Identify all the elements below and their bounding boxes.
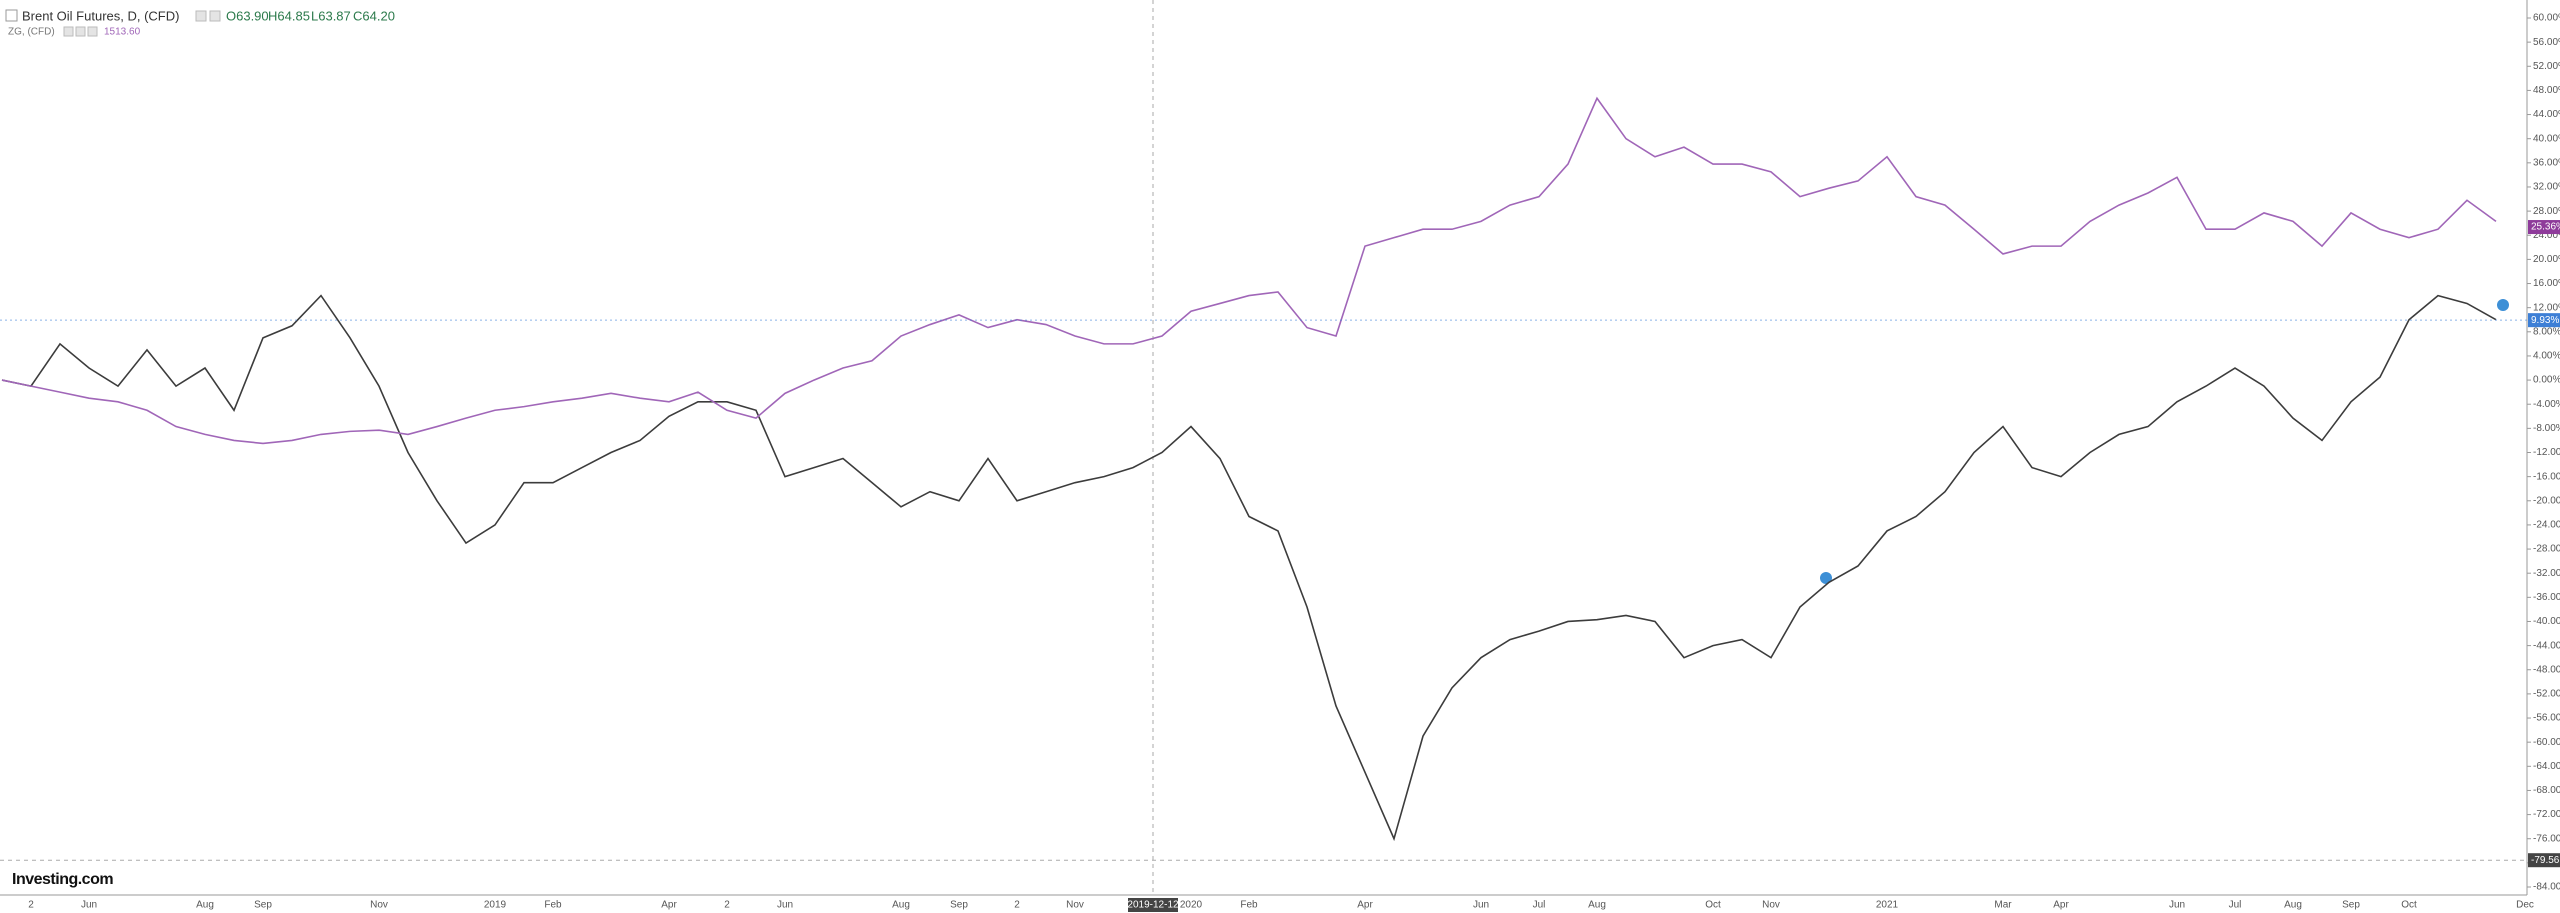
low: L63.87: [311, 8, 351, 23]
series-line: [1, 294, 2497, 842]
open: O63.90: [226, 8, 269, 23]
close: C64.20: [353, 8, 395, 23]
x-tick-label: Apr: [661, 900, 677, 911]
y-tick-label: -16.00%: [2533, 471, 2560, 482]
x-tick-label: Nov: [1066, 900, 1084, 911]
x-tick-label: 2020: [1180, 900, 1203, 911]
x-tick-label: Sep: [950, 900, 968, 911]
y-tick-label: 36.00%: [2533, 157, 2560, 168]
last-value-label: 25.36%: [2531, 222, 2560, 233]
logo: Investing.com: [12, 871, 113, 888]
last-value-badge: [2528, 313, 2560, 328]
x-tick-label: Apr: [2053, 900, 2069, 911]
y-tick-label: 44.00%: [2533, 109, 2560, 120]
y-tick-label: -56.00%: [2533, 713, 2560, 724]
x-tick-label: Feb: [1240, 900, 1258, 911]
y-tick-label: 56.00%: [2533, 37, 2560, 48]
y-tick-label: -40.00%: [2533, 616, 2560, 627]
x-tick-label: Jul: [1533, 900, 1546, 911]
icon[interactable]: [75, 26, 86, 37]
y-tick-label: 28.00%: [2533, 206, 2560, 217]
series-line: [1, 96, 2497, 445]
x-tick-label: Dec: [2516, 900, 2534, 911]
x-tick-label: 2: [28, 900, 34, 911]
x-tick-label: Oct: [1705, 900, 1721, 911]
compare-value: 1513.60: [104, 27, 141, 38]
y-tick-label: 8.00%: [2533, 326, 2560, 337]
x-tick-label: Jun: [1473, 900, 1489, 911]
y-tick-label: -32.00%: [2533, 568, 2560, 579]
x-tick-label: 2: [1014, 900, 1020, 911]
x-tick-label: Mar: [1994, 900, 2012, 911]
x-tick-label: Aug: [1588, 900, 1606, 911]
x-tick-label: Jun: [2169, 900, 2185, 911]
y-tick-label: -20.00%: [2533, 495, 2560, 506]
y-tick-label: 16.00%: [2533, 278, 2560, 289]
y-tick-label: -76.00%: [2533, 833, 2560, 844]
x-tick-label: 2019: [484, 900, 507, 911]
x-tick-label: Oct: [2401, 900, 2417, 911]
x-tick-label: Jul: [2229, 900, 2242, 911]
x-tick-label: Sep: [254, 900, 272, 911]
event-icon[interactable]: [2497, 299, 2509, 311]
x-tick-label: Jun: [81, 900, 97, 911]
icon[interactable]: [63, 26, 74, 37]
crosshair-y-badge: [2528, 853, 2560, 868]
y-tick-label: -60.00%: [2533, 737, 2560, 748]
x-tick-label: Apr: [1357, 900, 1373, 911]
crosshair-x-label: 2019-12-12: [1127, 900, 1179, 911]
y-tick-label: -44.00%: [2533, 640, 2560, 651]
compare-symbol: ZG, (CFD): [8, 27, 55, 38]
y-tick-label: 48.00%: [2533, 85, 2560, 96]
x-tick-label: Nov: [370, 900, 388, 911]
event-icon[interactable]: [1820, 572, 1832, 584]
x-tick-label: Nov: [1762, 900, 1780, 911]
icon[interactable]: [195, 10, 207, 22]
y-tick-label: -68.00%: [2533, 785, 2560, 796]
y-tick-label: 52.00%: [2533, 61, 2560, 72]
y-tick-label: -12.00%: [2533, 447, 2560, 458]
x-tick-label: Aug: [892, 900, 910, 911]
y-tick-label: 4.00%: [2533, 351, 2560, 362]
y-tick-label: 20.00%: [2533, 254, 2560, 265]
icon[interactable]: [209, 10, 221, 22]
y-tick-label: 60.00%: [2533, 13, 2560, 24]
symbol: Brent Oil Futures, D, (CFD): [22, 8, 179, 23]
x-tick-label: 2021: [1876, 900, 1899, 911]
y-tick-label: -4.00%: [2533, 399, 2560, 410]
y-tick-label: -36.00%: [2533, 592, 2560, 603]
y-tick-label: -64.00%: [2533, 761, 2560, 772]
y-tick-label: 12.00%: [2533, 302, 2560, 313]
y-tick-label: 32.00%: [2533, 182, 2560, 193]
y-tick-label: -52.00%: [2533, 689, 2560, 700]
y-tick-label: 40.00%: [2533, 133, 2560, 144]
y-tick-label: 24.00%: [2533, 230, 2560, 241]
x-tick-label: Feb: [544, 900, 562, 911]
x-tick-label: 2: [724, 900, 730, 911]
x-tick-label: Sep: [2342, 900, 2360, 911]
last-value-label: 9.93%: [2531, 315, 2559, 326]
y-tick-label: -8.00%: [2533, 423, 2560, 434]
y-tick-label: 0.00%: [2533, 375, 2560, 386]
crosshair-x-badge: [1128, 898, 1178, 912]
y-tick-label: -84.00%: [2533, 882, 2560, 893]
x-tick-label: Aug: [2284, 900, 2302, 911]
crosshair-y-label: -79.56: [2531, 855, 2560, 866]
y-tick-label: -28.00%: [2533, 544, 2560, 555]
last-value-badge: [2528, 220, 2560, 235]
y-tick-label: -72.00%: [2533, 809, 2560, 820]
x-tick-label: Jun: [777, 900, 793, 911]
high: H64.85: [268, 8, 310, 23]
collapse-icon[interactable]: [5, 9, 18, 22]
y-tick-label: -24.00%: [2533, 520, 2560, 531]
y-tick-label: -48.00%: [2533, 664, 2560, 675]
x-tick-label: Aug: [196, 900, 214, 911]
icon[interactable]: [87, 26, 98, 37]
